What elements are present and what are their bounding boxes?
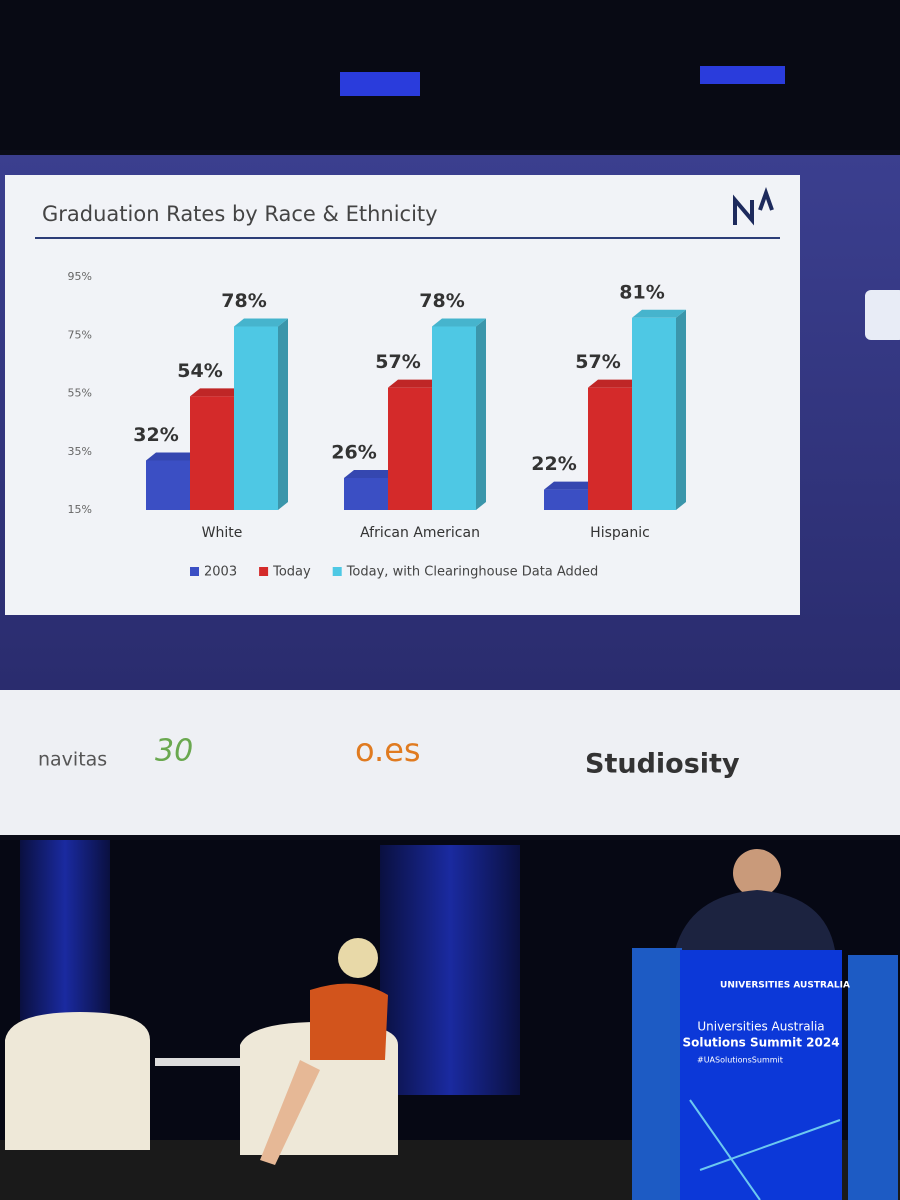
legend-swatch [259,567,269,576]
armchair [5,1012,150,1150]
bar-side [676,309,686,510]
chart-title: Graduation Rates by Race & Ethnicity [42,202,438,226]
data-label: 78% [419,290,464,312]
sponsor: 30 [155,734,193,769]
x-tick-label: Hispanic [590,525,650,541]
bar-top [432,318,486,327]
bar [190,396,234,510]
bar [632,317,676,510]
bar [588,387,632,510]
bar [146,460,190,510]
person [260,1060,320,1165]
stage-light [700,66,785,84]
bar-top [344,469,398,478]
person [675,890,835,950]
bar [388,387,432,510]
screen-tag [865,290,900,340]
bar-top [632,309,686,318]
bar-top [544,481,598,490]
bar-top [190,388,244,397]
podium-side [632,948,682,1200]
sponsor: o.es [355,731,421,769]
bar [544,489,588,510]
podium [680,950,842,1200]
legend-swatch [332,567,342,576]
legend-label: Today [272,565,311,580]
podium-brand: UNIVERSITIES AUSTRALIA [720,981,850,991]
person [338,938,378,978]
curtain [380,845,520,1095]
bar-top [388,379,442,388]
bar-top [588,379,642,388]
data-label: 22% [531,453,576,475]
sponsor: Studiosity [585,749,740,780]
podium-hashtag: #UASolutionsSummit [697,1056,783,1065]
data-label: 54% [177,360,222,382]
chart: Graduation Rates by Race & Ethnicity 15%… [35,186,780,580]
podium-title: Solutions Summit 2024 [682,1036,839,1050]
legend-swatch [190,567,199,576]
logo [733,186,774,226]
data-label: 81% [619,281,664,303]
data-label: 57% [575,351,620,373]
bar [432,326,476,510]
legend-label: Today, with Clearinghouse Data Added [346,565,599,580]
data-label: 57% [375,351,420,373]
person [733,849,781,897]
curtain [20,840,110,1020]
bar-side [476,318,486,510]
x-tick-label: African American [360,525,480,541]
person [310,983,388,1060]
bar [234,326,278,510]
data-label: 78% [221,290,266,312]
y-tick-label: 55% [68,387,92,400]
podium-side [848,955,898,1200]
y-tick-label: 95% [68,270,92,283]
data-label: 26% [331,441,376,463]
stage-light [340,72,420,96]
legend-label: 2003 [204,565,237,580]
bar-top [146,452,200,461]
y-tick-label: 15% [68,503,92,516]
bar-side [278,318,288,510]
sponsor-strip [0,690,900,835]
side-table [155,1058,240,1066]
y-tick-label: 75% [68,328,92,341]
sponsor: navitas [38,749,107,771]
bar-top [234,318,288,327]
y-tick-label: 35% [68,445,92,458]
bar [344,477,388,510]
podium-graphic [689,1099,841,1200]
x-tick-label: White [202,525,243,541]
data-label: 32% [133,424,178,446]
podium-title: Universities Australia [697,1020,824,1034]
